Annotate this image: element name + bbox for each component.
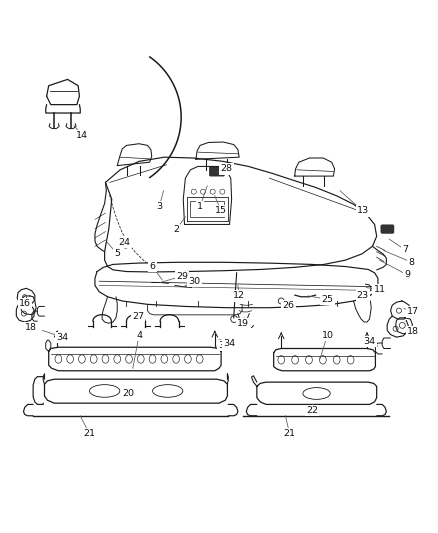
Circle shape — [396, 308, 402, 313]
Text: 34: 34 — [57, 333, 69, 342]
Text: 27: 27 — [132, 312, 144, 321]
Text: 34: 34 — [223, 339, 236, 348]
Text: 22: 22 — [306, 406, 318, 415]
FancyBboxPatch shape — [209, 167, 224, 176]
Text: 19: 19 — [237, 319, 249, 328]
Bar — [191, 201, 224, 217]
Text: 34: 34 — [364, 337, 376, 346]
Text: 5: 5 — [114, 249, 120, 259]
Text: 3: 3 — [156, 203, 162, 211]
Circle shape — [21, 311, 26, 316]
Text: 10: 10 — [321, 330, 333, 340]
Circle shape — [393, 326, 398, 331]
FancyBboxPatch shape — [381, 225, 394, 233]
Text: 23: 23 — [357, 290, 369, 300]
Text: 28: 28 — [221, 165, 233, 173]
Circle shape — [25, 302, 30, 308]
Text: 2: 2 — [173, 225, 179, 234]
Text: 21: 21 — [284, 430, 296, 438]
Text: 11: 11 — [374, 285, 385, 294]
Text: 18: 18 — [407, 327, 419, 336]
Text: 4: 4 — [136, 330, 142, 340]
Text: 21: 21 — [84, 430, 95, 438]
Text: 25: 25 — [321, 295, 333, 304]
Text: 13: 13 — [357, 206, 369, 215]
Circle shape — [23, 295, 27, 299]
Text: 24: 24 — [118, 238, 131, 247]
Text: 14: 14 — [76, 131, 88, 140]
Text: 12: 12 — [233, 292, 245, 301]
Text: 9: 9 — [404, 270, 410, 279]
Text: 17: 17 — [407, 308, 419, 317]
Text: 30: 30 — [188, 277, 201, 286]
Text: 1: 1 — [197, 203, 203, 211]
Text: 6: 6 — [149, 262, 155, 271]
Text: 18: 18 — [25, 323, 37, 332]
Circle shape — [399, 322, 405, 328]
Text: 26: 26 — [283, 301, 294, 310]
Text: 20: 20 — [123, 390, 134, 398]
Text: 7: 7 — [402, 245, 408, 254]
Text: 32: 32 — [218, 341, 230, 350]
Text: 16: 16 — [19, 299, 31, 308]
Text: 29: 29 — [176, 272, 188, 281]
Text: 8: 8 — [409, 258, 415, 267]
Text: 15: 15 — [215, 206, 227, 215]
